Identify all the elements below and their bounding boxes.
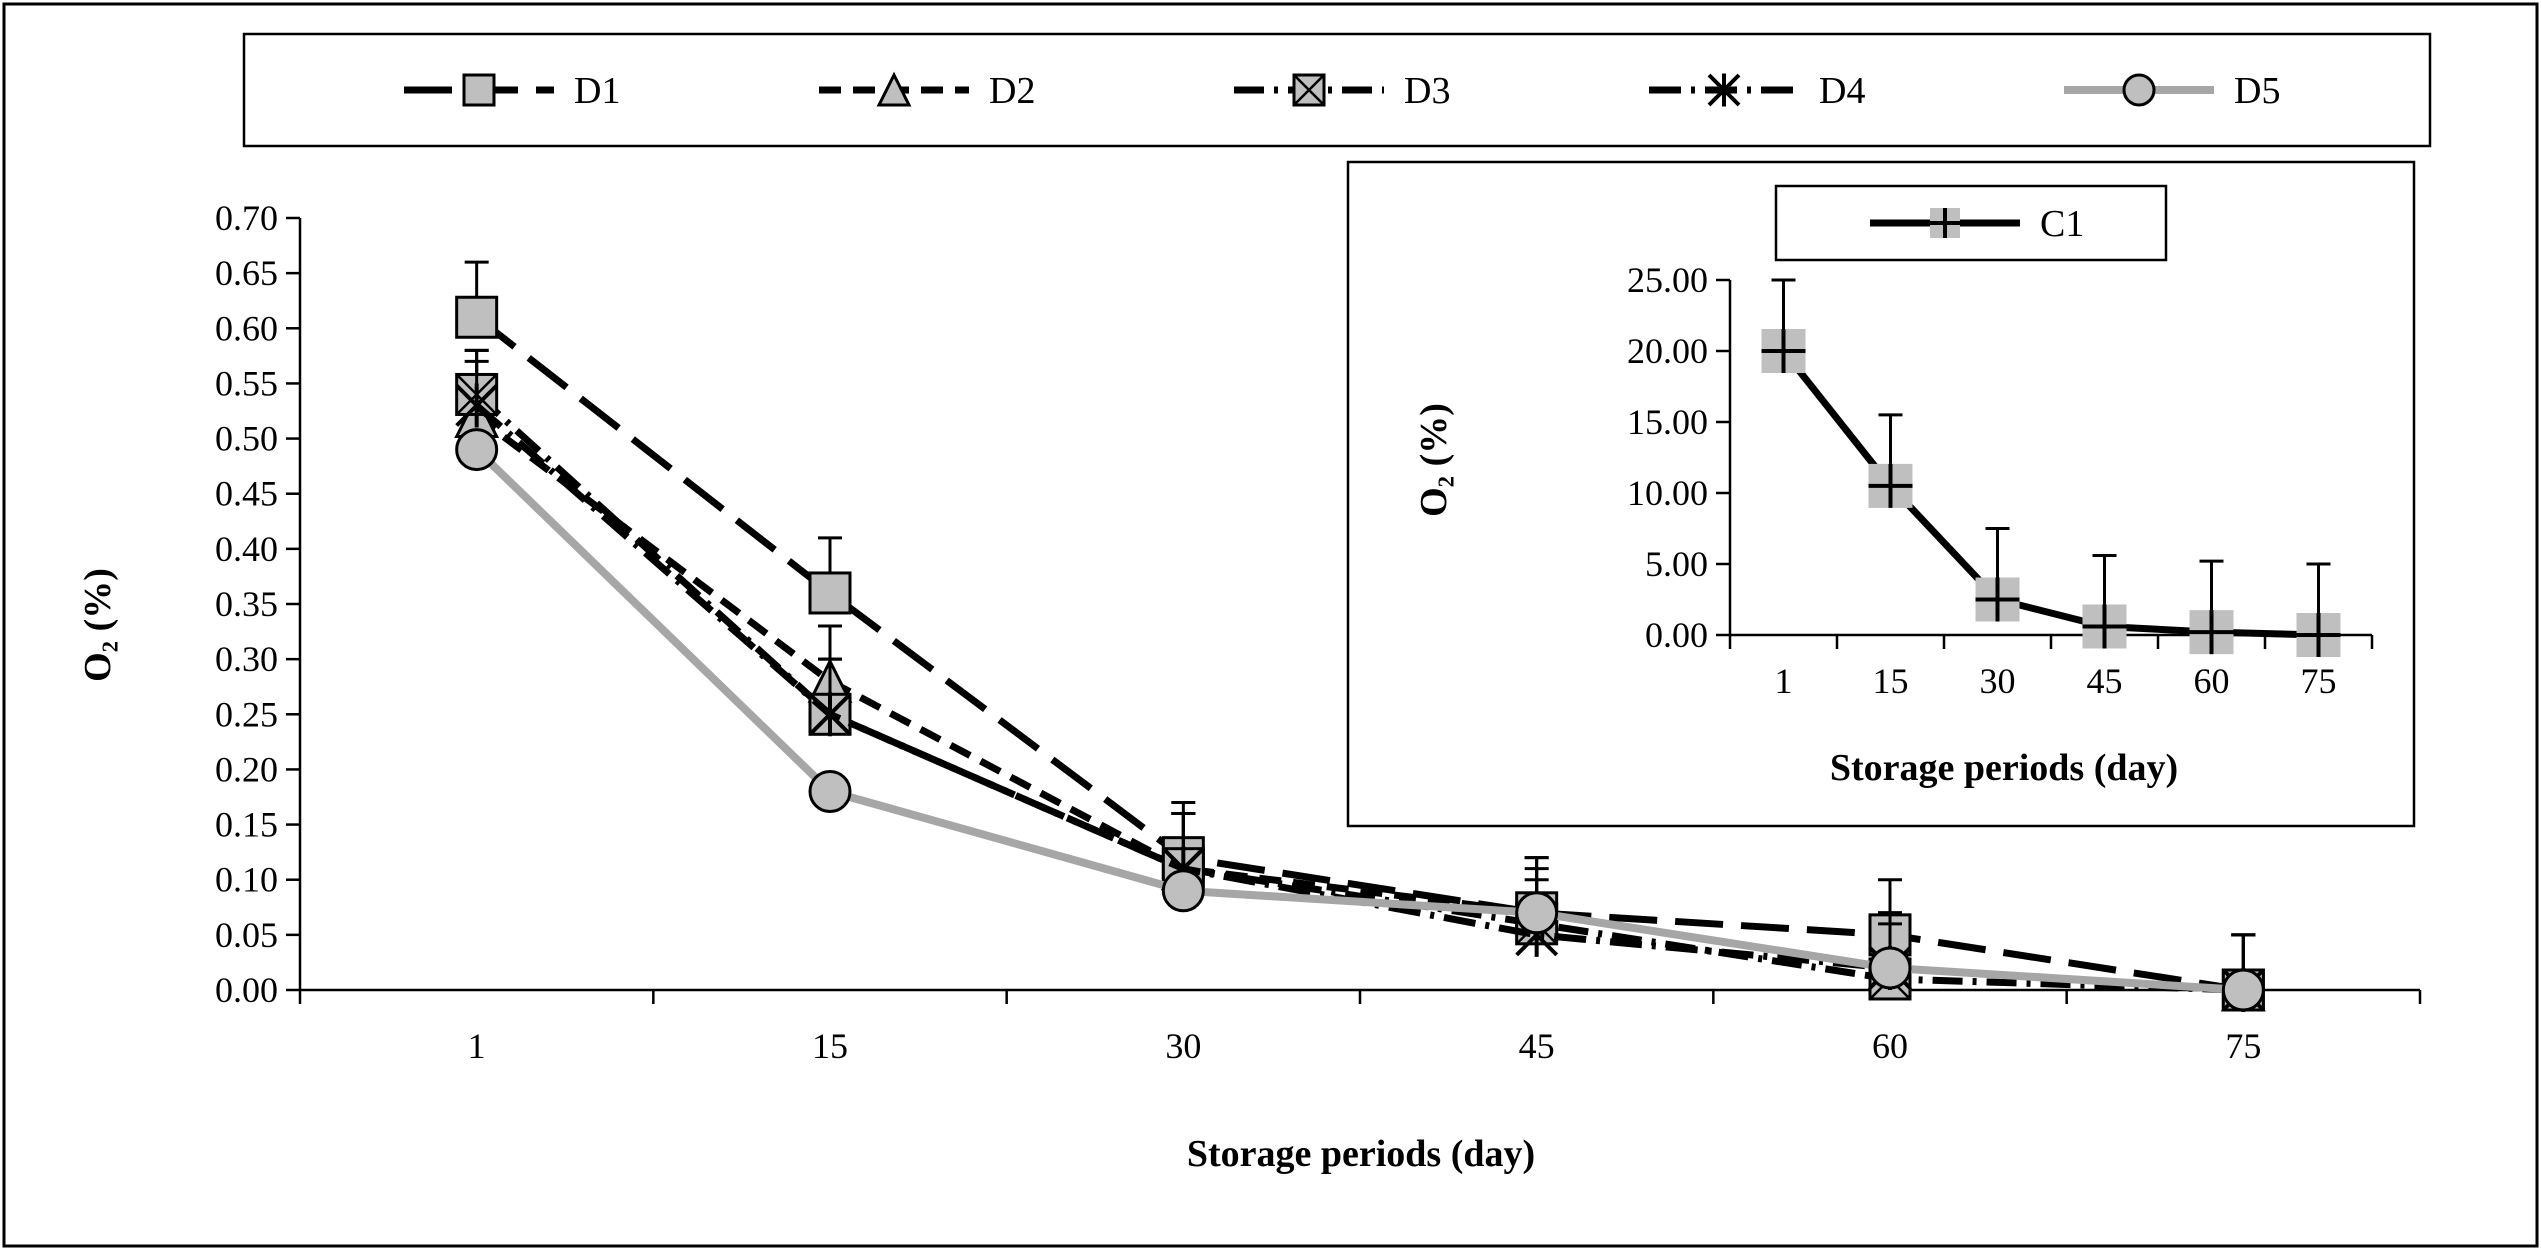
legend-marker-d2-shape bbox=[876, 71, 912, 107]
legend-label-d4: D4 bbox=[1819, 70, 1865, 112]
main-point-d5 bbox=[2221, 968, 2265, 1012]
inset-x-tick-label: 60 bbox=[2194, 661, 2230, 701]
main-legend: D1 D2 D3 D4 D5 bbox=[242, 32, 2432, 148]
main-point-d5-shape bbox=[455, 428, 499, 472]
main-y-tick-label: 0.65 bbox=[215, 253, 278, 293]
inset-plot: 0.00 5.00 10.00 15.00 20.00 25.00 1 15 30 45 60 75 bbox=[1627, 260, 2374, 701]
inset-point-c1-plus bbox=[1868, 463, 1913, 508]
inset-y-tick-label: 25.00 bbox=[1627, 260, 1708, 300]
inset-point-c1-plus bbox=[2189, 610, 2234, 655]
legend-marker-d3 bbox=[1292, 73, 1326, 107]
inset-y-tick-label: 5.00 bbox=[1645, 544, 1708, 584]
legend-marker-c1 bbox=[1930, 208, 1960, 238]
main-x-axis-title: Storage periods (day) bbox=[1187, 1133, 1535, 1175]
inset-x-axis-title: Storage periods (day) bbox=[1830, 747, 2178, 789]
main-x-tick-label: 75 bbox=[2225, 1026, 2261, 1066]
legend-marker-d2 bbox=[876, 71, 912, 107]
main-point-d4-star bbox=[808, 692, 852, 737]
main-point-d4-star bbox=[455, 383, 499, 428]
main-y-tick-label: 0.45 bbox=[215, 474, 278, 514]
inset-y-tick-label: 20.00 bbox=[1627, 331, 1708, 371]
main-x-tick-label: 30 bbox=[1165, 1026, 1201, 1066]
inset-legend: C1 bbox=[1774, 184, 2168, 262]
main-y-tick-label: 0.00 bbox=[215, 970, 278, 1010]
legend-marker-d4 bbox=[1707, 73, 1741, 107]
inset-y-tick-label: 10.00 bbox=[1627, 473, 1708, 513]
main-point-d5 bbox=[1868, 946, 1912, 990]
main-y-tick-label: 0.20 bbox=[215, 749, 278, 789]
legend-label-d1: D1 bbox=[574, 70, 620, 112]
main-point-d5-shape bbox=[808, 769, 852, 813]
inset-point-c1 bbox=[1868, 463, 1913, 508]
legend-marker-d5 bbox=[2122, 73, 2156, 107]
main-point-d5 bbox=[455, 428, 499, 472]
main-y-tick-label: 0.10 bbox=[215, 860, 278, 900]
inset-x-tick-label: 30 bbox=[1980, 661, 2016, 701]
main-point-d5-shape bbox=[1868, 946, 1912, 990]
inset-y-tick-label: 0.00 bbox=[1645, 615, 1708, 655]
main-x-tick-label: 15 bbox=[812, 1026, 848, 1066]
inset-point-c1-plus bbox=[2082, 604, 2127, 649]
main-point-d5 bbox=[1515, 891, 1559, 935]
legend-marker-c1-plus bbox=[1930, 208, 1960, 238]
inset-point-c1-plus bbox=[1975, 577, 2020, 622]
main-line-d5 bbox=[473, 446, 2244, 994]
inset-x-tick-label: 75 bbox=[2301, 661, 2337, 701]
main-y-tick-label: 0.15 bbox=[215, 805, 278, 845]
legend-label-d5: D5 bbox=[2234, 70, 2280, 112]
main-y-tick-label: 0.60 bbox=[215, 308, 278, 348]
inset-x-tick-label: 1 bbox=[1775, 661, 1793, 701]
legend-label-d3: D3 bbox=[1404, 70, 1450, 112]
inset-point-c1-plus bbox=[1761, 329, 1806, 373]
inset-series-c1 bbox=[1761, 278, 2341, 657]
main-y-tick-label: 0.05 bbox=[215, 915, 278, 955]
inset-x-tick-label: 45 bbox=[2087, 661, 2123, 701]
main-point-d5-shape bbox=[1161, 869, 1205, 913]
main-x-tick-label: 1 bbox=[468, 1026, 486, 1066]
inset-y-axis-title: O₂ (%) bbox=[1413, 403, 1455, 517]
main-point-d1-shape bbox=[455, 295, 499, 339]
main-point-d5-shape bbox=[1515, 891, 1559, 935]
legend-marker-d1-shape bbox=[462, 73, 496, 107]
legend-marker-d3-cross bbox=[1293, 74, 1325, 106]
main-y-tick-label: 0.50 bbox=[215, 419, 278, 459]
legend-marker-d1 bbox=[462, 73, 496, 107]
main-point-d1 bbox=[808, 571, 852, 615]
main-point-d4 bbox=[808, 692, 852, 737]
main-y-tick-label: 0.70 bbox=[215, 198, 278, 238]
main-y-tick-label: 0.55 bbox=[215, 363, 278, 403]
main-x-tick-label: 60 bbox=[1872, 1026, 1908, 1066]
main-x-tick-label: 45 bbox=[1519, 1026, 1555, 1066]
inset-point-c1 bbox=[1975, 577, 2020, 622]
main-y-tick-label: 0.30 bbox=[215, 639, 278, 679]
inset-point-c1 bbox=[2296, 613, 2341, 657]
inset-x-tick-label: 15 bbox=[1873, 661, 1909, 701]
inset-point-c1 bbox=[2189, 610, 2234, 655]
main-line-d1 bbox=[474, 314, 2244, 994]
legend-marker-d4-star bbox=[1707, 73, 1741, 107]
main-point-d5 bbox=[808, 769, 852, 813]
main-series-d5 bbox=[455, 428, 2265, 1012]
main-y-tick-label: 0.25 bbox=[215, 694, 278, 734]
main-point-d1 bbox=[455, 295, 499, 339]
main-point-d5 bbox=[1161, 869, 1205, 913]
inset-point-c1-plus bbox=[2296, 613, 2341, 657]
inset-point-c1 bbox=[2082, 604, 2127, 649]
inset-point-c1 bbox=[1761, 329, 1806, 373]
main-y-axis-title: O₂ (%) bbox=[77, 568, 119, 682]
main-point-d4 bbox=[455, 383, 499, 428]
main-plot: 0.00 0.05 0.10 0.15 0.20 0.25 0.30 0.35 0.40 0.45… bbox=[215, 198, 2422, 1066]
main-y-tick-label: 0.40 bbox=[215, 529, 278, 569]
inset-y-tick-label: 15.00 bbox=[1627, 402, 1708, 442]
main-line-d3 bbox=[474, 391, 2244, 994]
legend-label-c1: C1 bbox=[2040, 203, 2084, 245]
main-point-d1-shape bbox=[808, 571, 852, 615]
main-y-tick-label: 0.35 bbox=[215, 584, 278, 624]
legend-marker-d5-shape bbox=[2122, 73, 2156, 107]
legend-label-d2: D2 bbox=[989, 70, 1035, 112]
main-point-d5-shape bbox=[2221, 968, 2265, 1012]
